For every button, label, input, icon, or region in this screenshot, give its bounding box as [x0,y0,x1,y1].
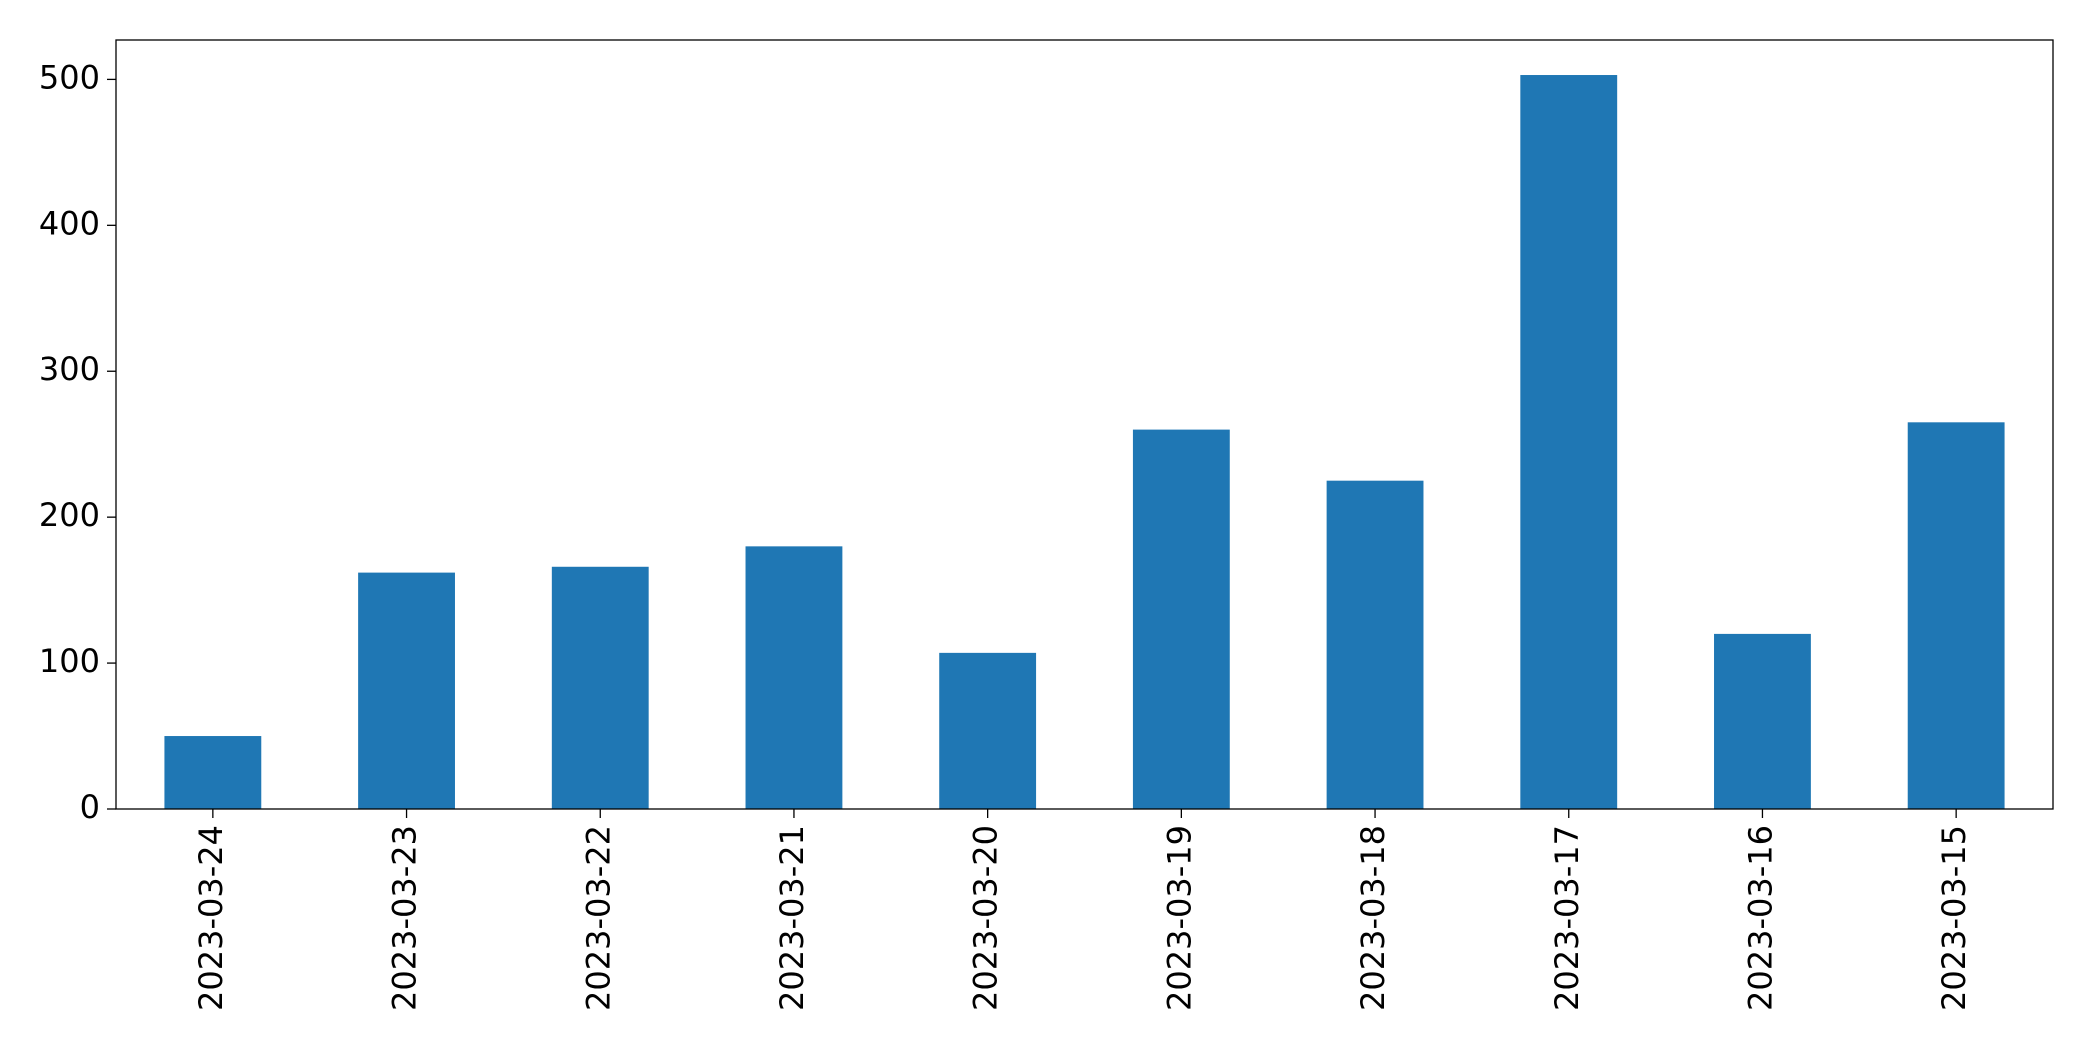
y-tick-label: 100 [39,642,100,680]
x-tick-label: 2023-03-18 [1354,825,1392,1011]
bar [1326,480,1424,809]
bar [551,566,649,809]
x-tick-label: 2023-03-24 [192,825,230,1011]
bar [1907,422,2005,809]
y-tick-label: 0 [80,788,100,826]
x-tick-label: 2023-03-17 [1548,825,1586,1011]
bar [1714,633,1811,809]
y-tick-label: 500 [39,58,100,96]
y-tick-label: 200 [39,496,100,534]
bar [745,546,843,809]
y-tick-label: 300 [39,350,100,388]
x-tick-label: 2023-03-16 [1741,825,1779,1011]
bar [1520,75,1618,809]
x-tick-label: 2023-03-22 [579,825,617,1011]
bar [358,572,455,809]
x-tick-label: 2023-03-23 [386,825,424,1011]
x-tick-label: 2023-03-21 [773,825,811,1011]
bar [939,652,1037,809]
bar [1132,429,1230,809]
bar [164,736,262,809]
x-tick-label: 2023-03-19 [1160,825,1198,1011]
x-tick-label: 2023-03-20 [967,825,1005,1011]
y-tick-label: 400 [39,204,100,242]
plot-frame [115,39,2054,810]
x-tick-label: 2023-03-15 [1935,825,1973,1011]
